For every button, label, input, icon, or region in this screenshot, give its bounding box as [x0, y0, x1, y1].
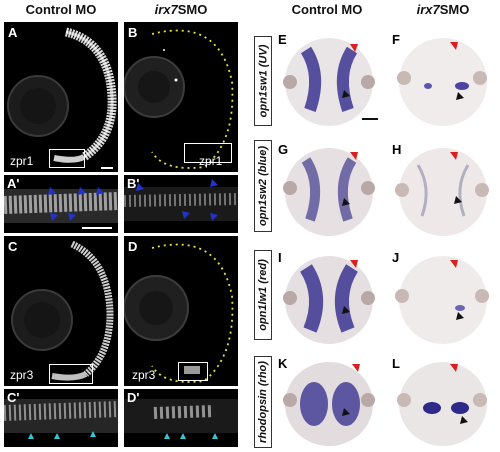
header-irx-right: irx7SMO: [416, 2, 470, 17]
panel-a: A zpr1: [4, 22, 118, 172]
panel-g-label: G: [278, 142, 289, 157]
panel-c-image: [11, 240, 114, 381]
header-control-left: Control MO: [25, 2, 97, 17]
panel-b-prime: B': [124, 175, 238, 233]
panel-e-label: E: [278, 32, 287, 47]
panel-h-label: H: [392, 142, 402, 157]
panel-k: K: [274, 354, 384, 450]
panel-c-prime-image: [4, 399, 118, 439]
panel-l-label: L: [392, 356, 400, 371]
panel-e: E: [274, 30, 384, 130]
panel-a-prime-image: [4, 187, 118, 223]
panel-a-prime: A': [4, 175, 118, 233]
header-irx-left: irx7SMO: [154, 2, 208, 17]
panel-i: I: [274, 248, 384, 348]
panel-c: C zpr3: [4, 236, 118, 386]
panel-d-inset-box: [178, 362, 208, 381]
panel-f: F: [388, 30, 498, 130]
panel-a-label: A: [8, 25, 18, 40]
panel-c-prime: C': [4, 389, 118, 447]
row-label-opn1lw1: opn1lw1 (red): [254, 250, 272, 340]
panel-g: G: [274, 140, 384, 240]
row-label-rhodopsin: rhodopsin (rho): [254, 356, 272, 448]
panel-c-prime-label: C': [7, 390, 20, 405]
panel-b-inset-box: [184, 143, 232, 163]
panel-i-label: I: [278, 250, 282, 265]
row-label-opn1sw1: opn1sw1 (UV): [254, 36, 272, 126]
panel-a-prime-label: A': [7, 176, 20, 191]
panel-b: B zpr1: [124, 22, 238, 172]
panel-d-label: D: [128, 239, 138, 254]
row-label-opn1sw2: opn1sw2 (blue): [254, 140, 272, 232]
panel-j-label: J: [392, 250, 400, 265]
panel-f-label: F: [392, 32, 400, 47]
panel-a-image: [7, 27, 117, 163]
panel-d: D zpr3: [124, 236, 238, 386]
panel-k-label: K: [278, 356, 288, 371]
panel-d-prime-label: D': [127, 390, 140, 405]
panel-c-inset-box: [49, 364, 93, 384]
panel-d-prime-image: [124, 399, 238, 439]
panel-a-inset-box: [49, 149, 85, 168]
panel-b-image: [124, 29, 234, 169]
panel-j: J: [388, 248, 498, 348]
panel-h: H: [388, 140, 498, 240]
panel-l: L: [388, 354, 498, 450]
panel-b-prime-image: [124, 179, 238, 221]
panel-a-prime-scale-bar: [82, 227, 112, 229]
panel-a-marker: zpr1: [10, 154, 34, 168]
panel-d-prime: D': [124, 389, 238, 447]
panel-c-marker: zpr3: [10, 368, 34, 382]
panel-a-scale-bar: [101, 167, 113, 169]
panel-d-marker: zpr3: [132, 368, 156, 382]
panel-b-marker: zpr1: [199, 154, 223, 168]
panel-c-label: C: [8, 239, 18, 254]
header-control-right: Control MO: [291, 2, 363, 17]
panel-d-image: [124, 243, 234, 383]
panel-b-prime-label: B': [127, 176, 140, 191]
panel-b-label: B: [128, 25, 138, 40]
